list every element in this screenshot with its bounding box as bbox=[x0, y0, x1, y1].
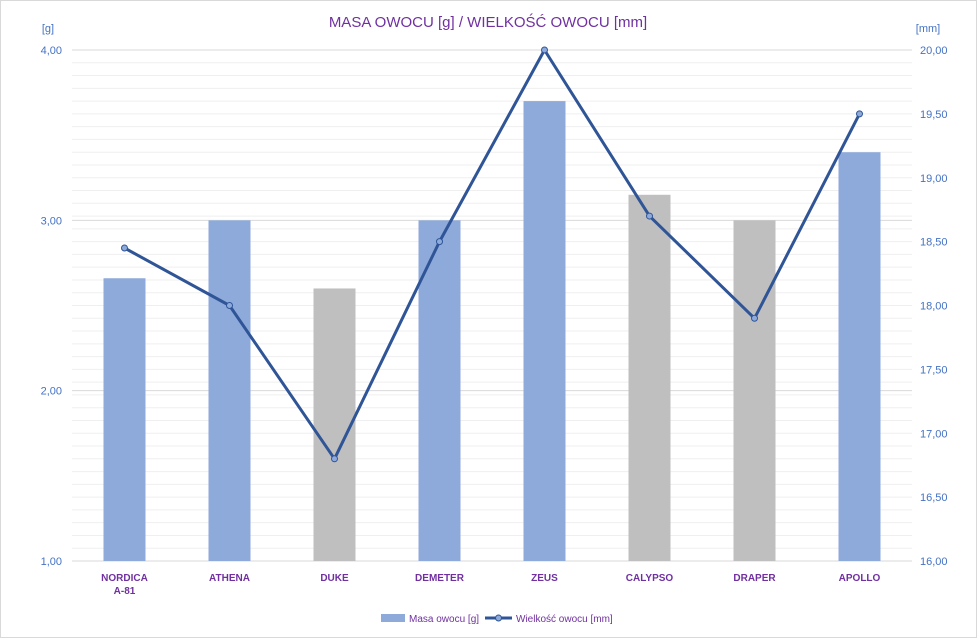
line-marker bbox=[646, 212, 653, 220]
bar bbox=[628, 194, 671, 562]
y2-tick-label: 17,00 bbox=[920, 428, 948, 440]
line-marker bbox=[436, 238, 443, 246]
bar bbox=[208, 220, 251, 562]
y-axis-title: [g] bbox=[42, 23, 54, 35]
category-label: DRAPER bbox=[733, 573, 776, 584]
category-label: APOLLO bbox=[839, 573, 881, 584]
y-tick-label: 1,00 bbox=[41, 556, 62, 568]
category-label: NORDICA bbox=[101, 573, 148, 584]
bar bbox=[523, 101, 566, 561]
y-tick-label: 3,00 bbox=[41, 215, 62, 227]
y2-tick-label: 18,00 bbox=[920, 301, 948, 313]
y2-tick-label: 17,50 bbox=[920, 364, 948, 376]
legend-label-size: Wielkość owocu [mm] bbox=[516, 614, 613, 625]
y-tick-label: 2,00 bbox=[41, 386, 62, 398]
legend-line-marker bbox=[495, 614, 502, 622]
line-marker bbox=[541, 46, 548, 54]
y2-tick-label: 16,00 bbox=[920, 556, 948, 568]
category-label: DEMETER bbox=[415, 573, 465, 584]
y2-tick-label: 19,00 bbox=[920, 173, 948, 185]
line-series bbox=[123, 48, 861, 461]
line-marker bbox=[751, 314, 758, 322]
bar bbox=[313, 288, 356, 561]
line-marker bbox=[331, 455, 338, 463]
bar bbox=[418, 220, 461, 562]
bar bbox=[838, 152, 881, 561]
category-label: A-81 bbox=[114, 586, 136, 597]
bar bbox=[733, 220, 776, 562]
y2-tick-label: 20,00 bbox=[920, 45, 948, 57]
line-marker bbox=[226, 302, 233, 309]
line-marker bbox=[856, 110, 863, 118]
legend-label-mass: Masa owocu [g] bbox=[409, 614, 479, 625]
category-label: CALYPSO bbox=[626, 573, 674, 584]
legend-bar-swatch bbox=[381, 614, 405, 622]
y2-tick-label: 19,50 bbox=[920, 109, 948, 121]
y2-tick-label: 18,50 bbox=[920, 237, 948, 249]
category-label: ZEUS bbox=[531, 573, 558, 584]
line-marker bbox=[121, 244, 128, 252]
chart-title: MASA OWOCU [g] / WIELKOŚĆ OWOCU [mm] bbox=[329, 13, 647, 31]
y2-axis-title: [mm] bbox=[916, 23, 940, 35]
y2-tick-label: 16,50 bbox=[920, 492, 948, 504]
bar bbox=[103, 278, 146, 561]
category-label: DUKE bbox=[320, 573, 349, 584]
y-tick-label: 4,00 bbox=[41, 45, 62, 57]
category-label: ATHENA bbox=[209, 573, 250, 584]
